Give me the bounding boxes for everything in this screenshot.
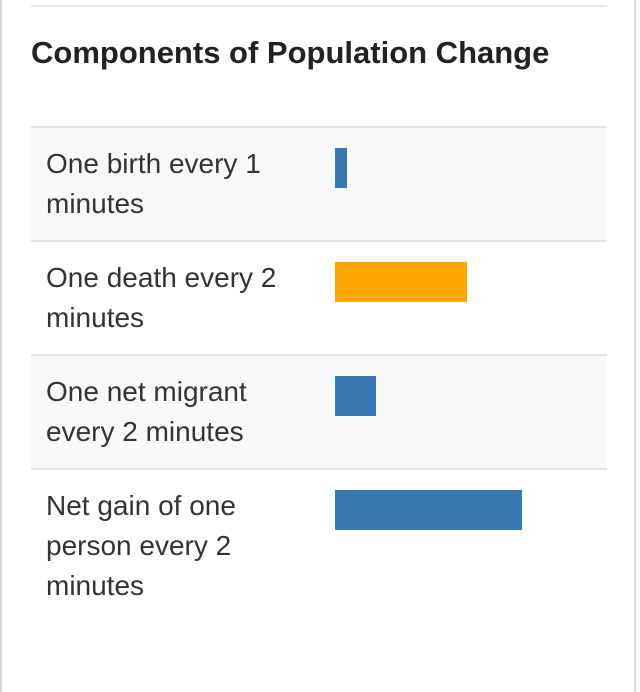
bar-cell-births (335, 127, 607, 241)
row-label-migrants: One net migrant every 2 minutes (46, 376, 247, 447)
migrants-rate-bar (335, 376, 376, 416)
bar-cell-net-gain (335, 469, 607, 622)
population-change-table: One birth every 1 minutes One death ever… (31, 126, 607, 622)
row-label-deaths: One death every 2 minutes (46, 262, 277, 333)
bar-cell-deaths (335, 241, 607, 355)
row-label-net-gain: Net gain of one person every 2 minutes (46, 490, 236, 601)
table-row-migrants: One net migrant every 2 minutes (31, 355, 607, 469)
net-gain-rate-bar (335, 490, 522, 530)
section-divider (31, 5, 607, 7)
deaths-rate-bar (335, 262, 467, 302)
page-title: Components of Population Change (31, 35, 550, 70)
bar-cell-migrants (335, 355, 607, 469)
table-row-births: One birth every 1 minutes (31, 127, 607, 241)
row-label-births: One birth every 1 minutes (46, 148, 261, 219)
table-row-deaths: One death every 2 minutes (31, 241, 607, 355)
table-row-net-gain: Net gain of one person every 2 minutes (31, 469, 607, 622)
births-rate-bar (335, 148, 347, 188)
